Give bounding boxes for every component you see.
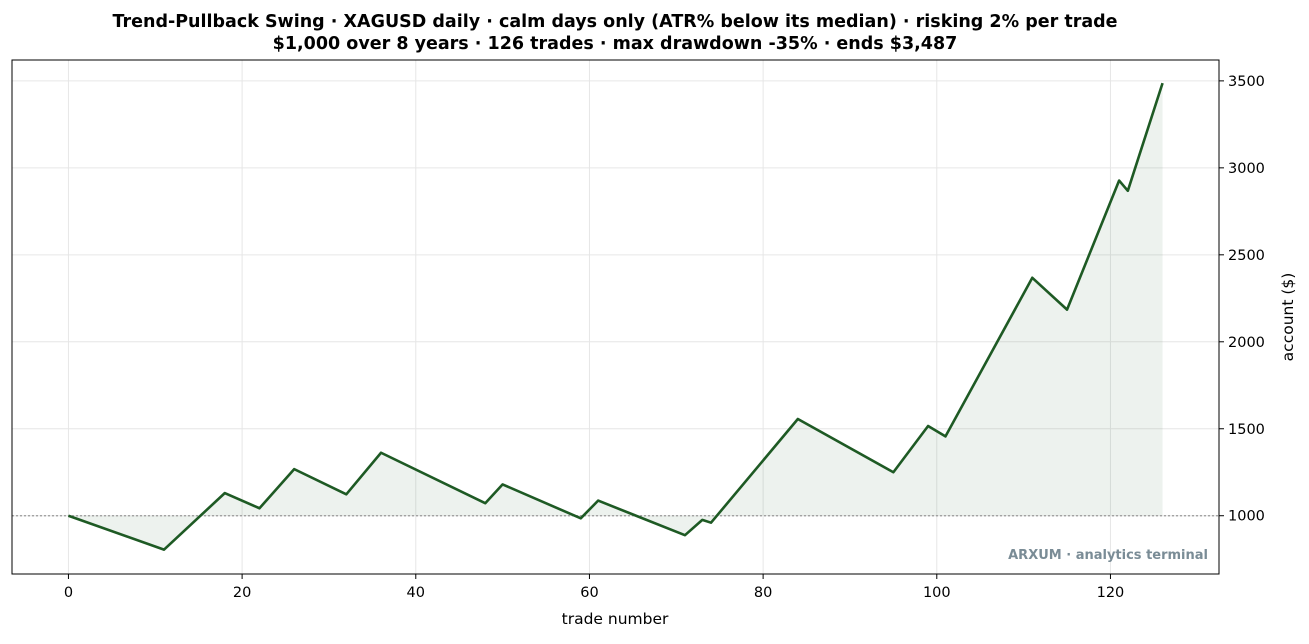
x-axis-label: trade number	[562, 610, 669, 628]
y-tick-label: 3000	[1228, 161, 1265, 177]
plot-frame	[11, 59, 1220, 575]
x-tick-label: 100	[923, 585, 951, 601]
y-tick-label: 1500	[1228, 422, 1265, 438]
watermark-text: ARXUM · analytics terminal	[1008, 548, 1208, 563]
grid-lines	[12, 60, 1219, 574]
x-tick-label: 120	[1097, 585, 1125, 601]
x-tick-label: 40	[407, 585, 425, 601]
y-tick-label: 2500	[1228, 248, 1265, 264]
x-axis-ticks: 0 20 40 60 80 100 120	[64, 574, 1124, 601]
y-tick-label: 3500	[1228, 74, 1265, 90]
y-axis-ticks: 1000 1500 2000 2500 3000 3500	[1219, 74, 1265, 525]
y-axis-label: account ($)	[1279, 273, 1297, 362]
equity-curve-line	[68, 82, 1164, 551]
y-tick-label: 2000	[1228, 335, 1265, 351]
x-tick-label: 20	[233, 585, 251, 601]
equity-area-fill	[68, 83, 1163, 550]
chart-title-line-1: Trend-Pullback Swing · XAGUSD daily · ca…	[112, 12, 1117, 32]
chart-title-line-2: $1,000 over 8 years · 126 trades · max d…	[273, 34, 958, 54]
y-tick-label: 1000	[1228, 509, 1265, 525]
x-tick-label: 0	[64, 585, 73, 601]
x-tick-label: 60	[580, 585, 598, 601]
x-tick-label: 80	[754, 585, 772, 601]
